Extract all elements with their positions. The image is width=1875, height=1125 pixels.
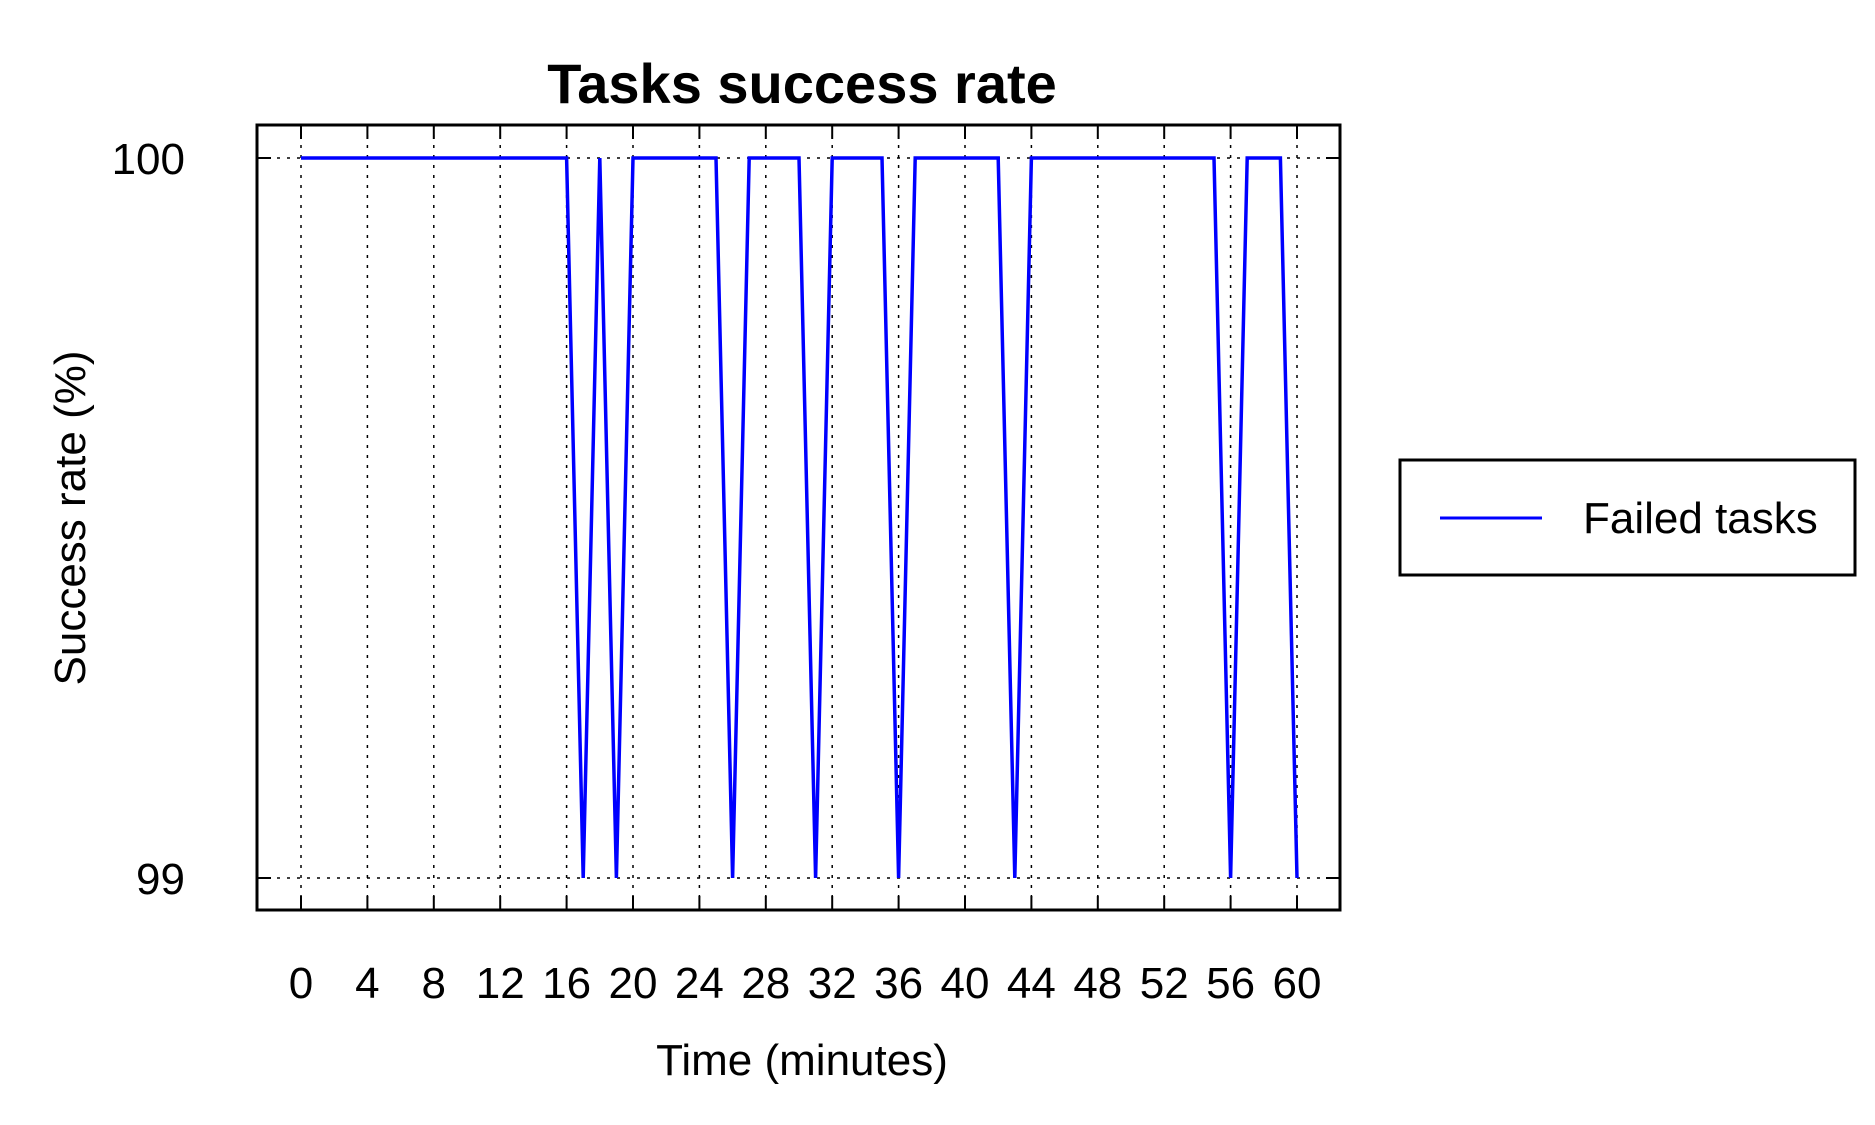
x-tick-label: 8: [422, 959, 446, 1008]
x-tick-label: 12: [476, 959, 525, 1008]
x-tick-label: 16: [542, 959, 591, 1008]
x-tick-label: 24: [675, 959, 724, 1008]
y-tick-label: 99: [136, 855, 185, 904]
x-axis-label: Time (minutes): [656, 1036, 948, 1085]
x-tick-label: 44: [1007, 959, 1056, 1008]
x-tick-label: 0: [289, 959, 313, 1008]
x-tick-label: 20: [609, 959, 658, 1008]
x-tick-label: 56: [1206, 959, 1255, 1008]
chart-title: Tasks success rate: [547, 52, 1057, 115]
x-tick-label: 40: [941, 959, 990, 1008]
x-tick-label: 52: [1140, 959, 1189, 1008]
legend-label: Failed tasks: [1583, 494, 1818, 543]
axis-ticks: [257, 125, 1340, 910]
x-tick-labels: 0 4 8 12 16 20 24 28 32 36 40 44 48 52 56 60: [289, 959, 1322, 1008]
x-tick-label: 48: [1073, 959, 1122, 1008]
series-layer: [301, 156, 1299, 879]
x-tick-label: 60: [1273, 959, 1322, 1008]
plot-frame: [255, 123, 1342, 912]
grid: [257, 125, 1340, 910]
y-tick-labels: 99 100: [112, 135, 185, 904]
x-tick-label: 4: [355, 959, 379, 1008]
y-tick-label: 100: [112, 135, 185, 184]
x-tick-label: 32: [808, 959, 857, 1008]
x-tick-label: 36: [874, 959, 923, 1008]
legend: Failed tasks: [1398, 458, 1857, 577]
x-tick-label: 28: [741, 959, 790, 1008]
y-axis-label: Success rate (%): [46, 351, 95, 686]
series-line: [301, 156, 1299, 879]
